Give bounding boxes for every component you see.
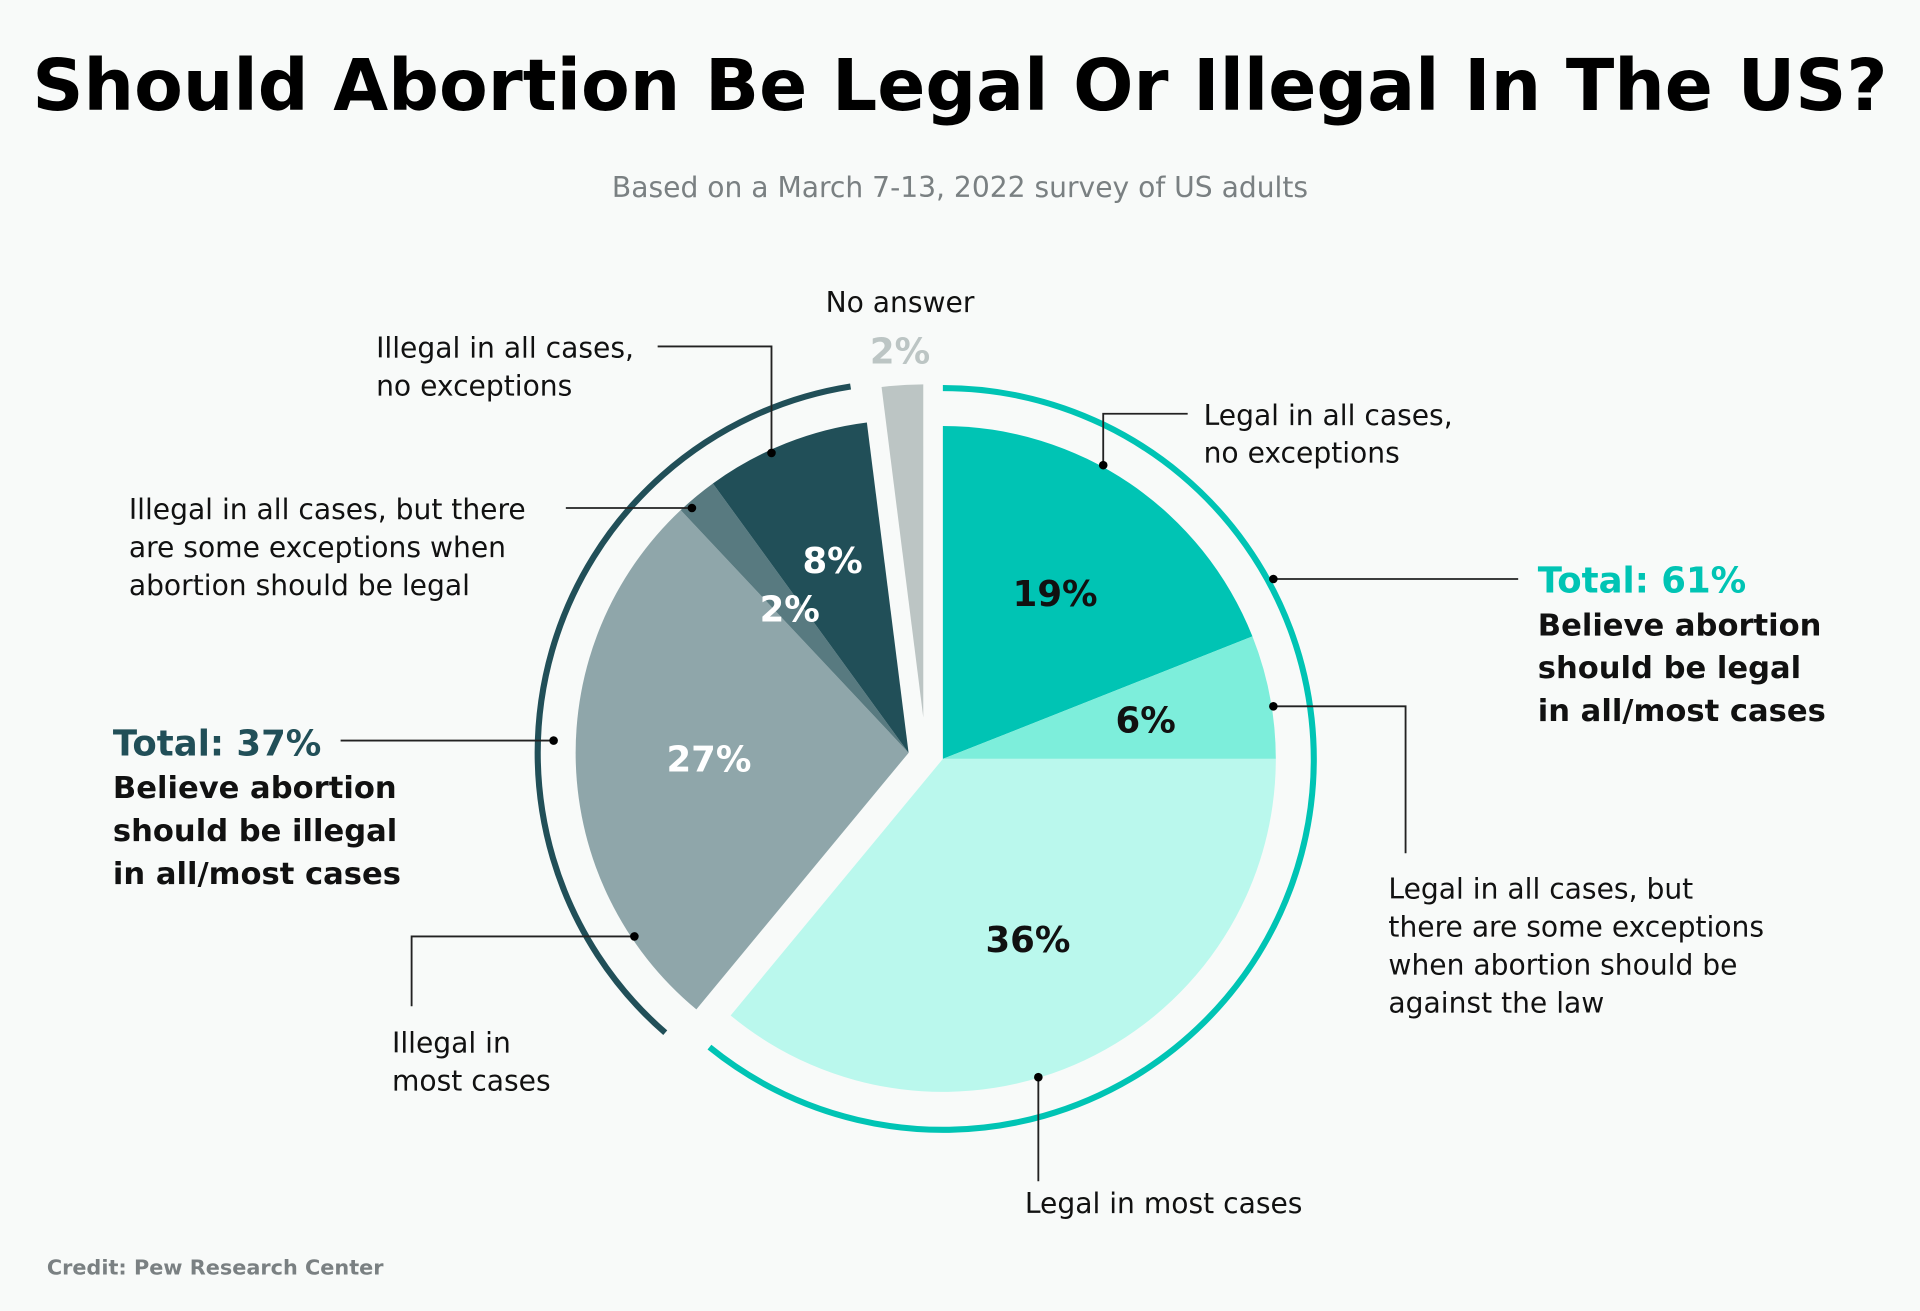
slice-label-4: 2%	[760, 589, 820, 630]
chart-title: Should Abortion Be Legal Or Illegal In T…	[32, 44, 1887, 127]
illegal-total: Total: 37%	[113, 723, 321, 764]
slice-label-0: 19%	[1013, 574, 1098, 615]
illegal-total-desc: Believe abortion should be illegal in all/…	[113, 771, 401, 892]
pie-slice-2	[730, 758, 1276, 1092]
callout-illegal-most: Illegal in most cases	[392, 1027, 551, 1098]
pie-slice-0	[942, 425, 1253, 759]
slice-label-2: 36%	[985, 920, 1070, 961]
slice-label-1: 6%	[1116, 700, 1176, 741]
callout-legal-exc: Legal in all cases, but there are some ex…	[1388, 872, 1764, 1019]
pie-slice-5	[712, 422, 909, 753]
callout-no-answer: No answer	[826, 286, 975, 319]
pie-slice-3	[575, 510, 909, 1010]
illegal-group-arc	[534, 383, 852, 1036]
credit: Credit: Pew Research Center	[47, 1255, 384, 1279]
slice-label-3: 27%	[666, 739, 751, 780]
slice-label-6: 2%	[870, 332, 930, 373]
chart-subtitle: Based on a March 7-13, 2022 survey of US…	[612, 171, 1308, 204]
legal-total-desc: Believe abortion should be legal in all/mo…	[1538, 608, 1826, 729]
leader-lines	[340, 345, 1519, 1182]
pie-slice-4	[680, 483, 909, 753]
callout-illegal-all: Illegal in all cases, no exceptions	[376, 331, 634, 402]
legal-total: Total: 61%	[1538, 560, 1746, 601]
pie-slice-1	[942, 636, 1276, 759]
callout-illegal-exc: Illegal in all cases, but there are some …	[129, 493, 526, 602]
callout-legal-all: Legal in all cases, no exceptions	[1204, 399, 1453, 470]
legal-group-arc	[707, 384, 1317, 1133]
slice-label-5: 8%	[802, 541, 862, 582]
pie-slice-6	[881, 384, 924, 718]
callout-legal-most: Legal in most cases	[1025, 1187, 1303, 1220]
